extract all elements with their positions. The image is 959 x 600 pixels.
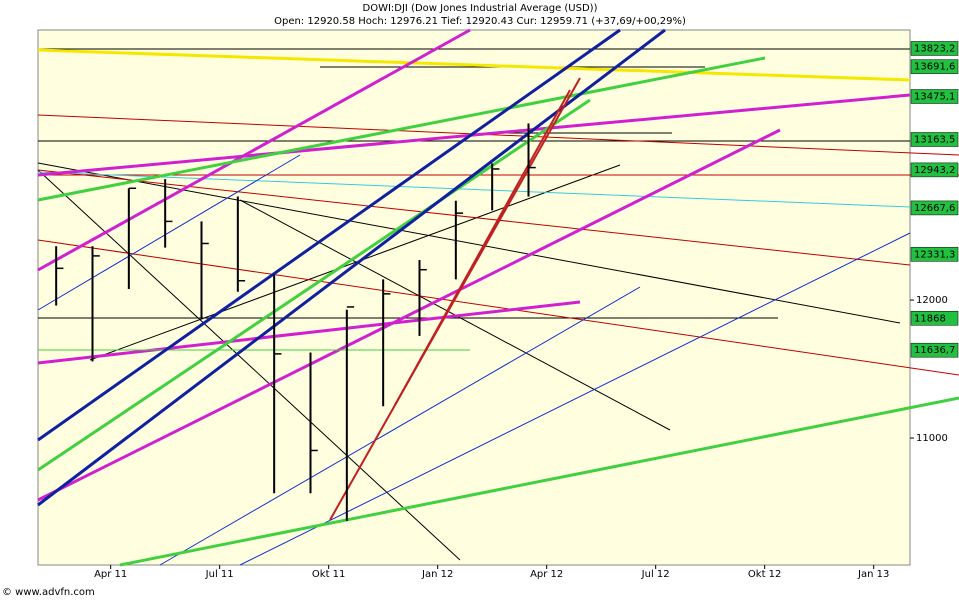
trendline — [37, 56, 766, 202]
price-level-box — [910, 247, 959, 262]
price-level-box — [910, 200, 959, 216]
trendline — [37, 98, 591, 472]
x-tick-label: Apr 11 — [94, 569, 127, 580]
trendline — [37, 28, 621, 442]
trendline — [37, 171, 911, 208]
trendline — [37, 93, 911, 177]
price-level-box — [910, 41, 959, 56]
trendline — [394, 89, 571, 406]
x-tick-label: Jul 12 — [641, 569, 670, 580]
trendlines — [37, 28, 959, 567]
trendline — [37, 300, 581, 365]
chart-title: DOWI:DJI (Dow Jones Industrial Average (… — [363, 3, 598, 14]
price-level-box — [910, 342, 959, 358]
price-level-label: 13823,2 — [914, 43, 955, 54]
trendline — [37, 114, 959, 156]
trendline — [37, 28, 666, 507]
chart-subtitle: Open: 12920.58 Hoch: 12976.21 Tief: 1292… — [274, 16, 686, 27]
x-tick-label: Okt 12 — [748, 569, 782, 580]
trendline — [37, 48, 911, 82]
trendline — [119, 396, 959, 567]
x-tick-label: Jan 12 — [421, 569, 453, 580]
price-level-box — [910, 311, 959, 326]
y-tick-label: 12000 — [916, 295, 948, 306]
price-level-box — [910, 59, 959, 74]
price-level-label: 11636,7 — [914, 345, 955, 356]
trendline — [159, 286, 641, 566]
trendline — [89, 164, 621, 361]
price-level-box — [910, 162, 959, 178]
price-level-box — [910, 89, 959, 104]
footer: © www.advfn.com — [2, 587, 95, 598]
price-level-label: 12667,6 — [914, 203, 955, 214]
trendline — [37, 28, 471, 272]
price-level-box — [910, 132, 959, 147]
trendline — [37, 154, 301, 311]
price-level-label: 13475,1 — [914, 91, 955, 102]
trendline — [37, 169, 461, 561]
trendline — [37, 239, 959, 376]
price-level-label: 12943,2 — [914, 165, 955, 176]
price-level-label: 12331,3 — [914, 249, 955, 260]
trendline — [37, 169, 911, 266]
price-level-label: 13691,6 — [914, 62, 955, 73]
y-tick-label: 11000 — [916, 433, 948, 444]
x-tick-label: Okt 11 — [312, 569, 346, 580]
trendline — [37, 128, 781, 502]
price-level-label: 11868 — [914, 313, 946, 324]
x-tick-label: Jan 13 — [857, 569, 889, 580]
x-tick-label: Jul 11 — [205, 569, 234, 580]
trendline — [239, 232, 911, 566]
price-level-label: 13163,5 — [914, 134, 955, 145]
x-tick-label: Apr 12 — [530, 569, 563, 580]
